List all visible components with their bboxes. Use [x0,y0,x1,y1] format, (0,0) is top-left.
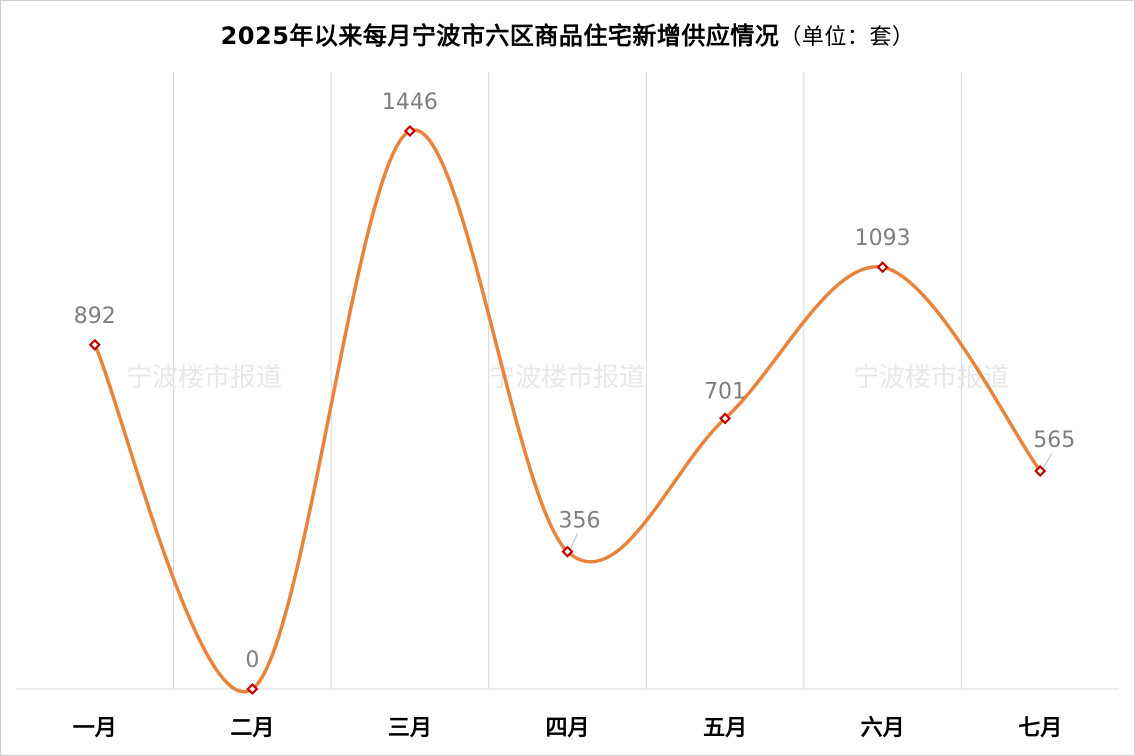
chart-title: 2025年以来每月宁波市六区商品住宅新增供应情况（单位：套） [0,16,1135,51]
watermark-text: 宁波楼市报道 [126,363,282,393]
watermark-text: 宁波楼市报道 [489,363,645,393]
x-tick-labels: 一月 二月 三月 四月 五月 六月 七月 [73,716,1062,741]
label-leader-lines [570,452,1053,549]
data-label: 701 [704,379,746,404]
x-tick-label: 五月 [703,716,747,741]
data-label: 1093 [855,226,911,251]
data-label: 565 [1033,428,1075,453]
x-tick-label: 七月 [1018,716,1062,741]
data-label: 0 [245,648,259,673]
label-leader-line [1042,452,1053,469]
data-point-marker [1034,464,1047,478]
data-markers [88,124,1047,696]
data-point-marker [561,545,574,558]
grid-lines [173,72,962,689]
data-point-marker [719,412,732,425]
data-point-marker [403,124,416,138]
data-labels: 892 0 1446 356 701 1093 565 [74,90,1075,673]
x-tick-label: 四月 [545,716,589,741]
watermark-text: 宁波楼市报道 [853,363,1009,393]
data-label: 356 [559,509,601,534]
data-label: 892 [74,304,116,329]
chart-title-unit: （单位：套） [779,25,915,50]
x-tick-label: 六月 [861,716,905,741]
data-label: 1446 [382,90,438,115]
chart-title-main: 2025年以来每月宁波市六区商品住宅新增供应情况 [220,22,780,50]
data-point-marker [246,682,259,696]
label-leader-line [570,533,578,549]
x-tick-label: 三月 [388,716,432,741]
series-line [93,128,1042,694]
x-tick-label: 二月 [230,716,274,741]
x-tick-label: 一月 [73,716,117,741]
watermarks: 宁波楼市报道 宁波楼市报道 宁波楼市报道 [126,363,1009,393]
data-point-marker [876,261,889,274]
data-point-marker [88,338,101,351]
